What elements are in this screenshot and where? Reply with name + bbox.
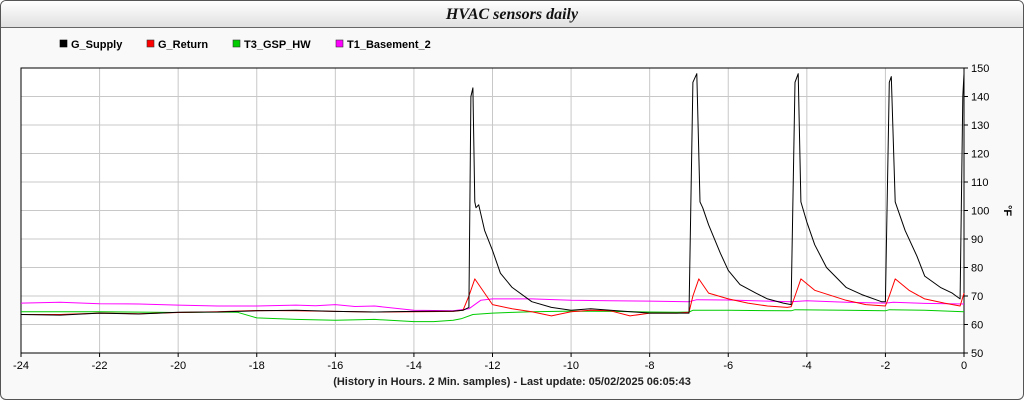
legend-label: T1_Basement_2	[347, 39, 431, 51]
legend-label: G_Return	[158, 39, 208, 51]
x-tick-label: -10	[563, 360, 579, 372]
x-tick-label: -18	[249, 360, 265, 372]
legend-swatch	[335, 39, 344, 48]
legend-swatch	[59, 39, 68, 48]
x-tick-label: -14	[406, 360, 422, 372]
x-tick-label: -8	[645, 360, 655, 372]
x-tick-label: -22	[92, 360, 108, 372]
legend-swatch	[146, 39, 155, 48]
legend-swatch	[232, 39, 241, 48]
y-axis-label: °F	[1001, 205, 1013, 216]
y-tick-label: 70	[971, 291, 983, 303]
x-tick-label: -12	[485, 360, 501, 372]
x-tick-label: -24	[13, 360, 29, 372]
legend-label: T3_GSP_HW	[244, 39, 311, 51]
y-tick-label: 150	[971, 63, 989, 75]
y-tick-label: 140	[971, 92, 989, 104]
y-tick-label: 80	[971, 263, 983, 275]
y-tick-label: 60	[971, 320, 983, 332]
x-tick-label: -2	[881, 360, 891, 372]
series-line-t3-gsp-hw	[21, 309, 965, 323]
x-tick-label: 0	[961, 360, 967, 372]
y-tick-label: 130	[971, 120, 989, 132]
x-tick-label: -20	[170, 360, 186, 372]
x-axis-label: (History in Hours. 2 Min. samples) - Las…	[333, 376, 691, 388]
x-tick-label: -16	[327, 360, 343, 372]
y-tick-label: 90	[971, 234, 983, 246]
y-tick-label: 120	[971, 149, 989, 161]
legend-label: G_Supply	[71, 39, 123, 51]
chart-title: HVAC sensors daily	[1, 1, 1023, 28]
y-tick-label: 100	[971, 206, 989, 218]
x-tick-label: -6	[723, 360, 733, 372]
y-tick-label: 50	[971, 348, 983, 360]
series-line-g-supply	[20, 73, 965, 316]
y-tick-label: 110	[971, 177, 989, 189]
x-tick-label: -4	[802, 360, 812, 372]
series-line-t1-basement-2	[20, 298, 965, 312]
